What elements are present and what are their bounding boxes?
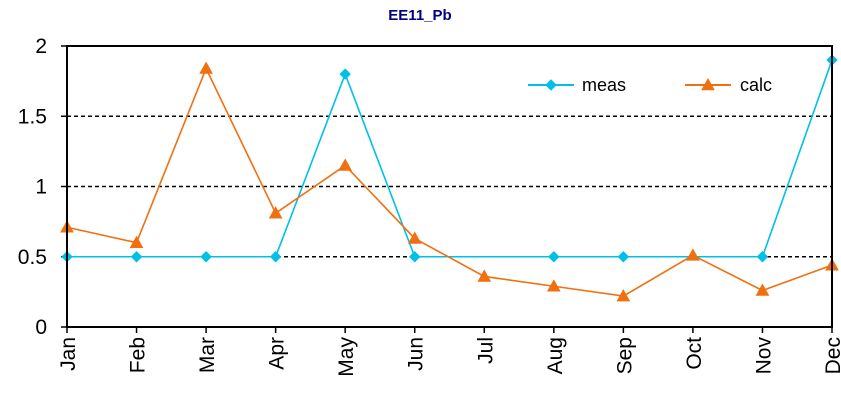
- legend-marker-calc: [701, 77, 715, 91]
- legend-marker-shape: [545, 79, 557, 91]
- data-point-calc: [338, 158, 353, 171]
- x-tick-label: Nov: [752, 337, 775, 375]
- data-point-meas: [548, 251, 560, 263]
- x-tick-label: Sep: [613, 337, 636, 374]
- series-meas: [61, 54, 838, 263]
- x-tick-label: Jun: [405, 337, 428, 371]
- y-tick-label: 1: [35, 176, 47, 199]
- legend-marker-meas: [545, 79, 557, 91]
- x-axis-ticks: Jan Feb Mar Apr May Jun Jul Aug Sep Oct Nov Dec: [57, 327, 841, 377]
- x-tick-label: Jul: [474, 337, 497, 364]
- y-tick-label: 0.5: [18, 246, 47, 269]
- data-point-meas: [130, 251, 143, 263]
- grid-lines: [67, 115, 832, 258]
- series-calc: [60, 61, 839, 302]
- y-tick-label: 0: [35, 316, 47, 339]
- data-point-meas: [269, 251, 282, 263]
- x-tick-label: Dec: [822, 337, 841, 374]
- plot-area-frame: [66, 45, 833, 328]
- data-point-calc: [477, 269, 492, 282]
- y-tick-label: 2: [35, 35, 47, 58]
- legend-label-meas: meas: [582, 75, 626, 95]
- data-point-calc: [129, 235, 144, 248]
- x-tick-label: Feb: [127, 337, 150, 373]
- data-point-meas: [200, 251, 212, 263]
- data-point-meas: [617, 251, 630, 263]
- x-tick-label: Mar: [196, 337, 219, 373]
- data-point-calc: [407, 231, 422, 244]
- legend: meas calc: [528, 75, 772, 95]
- data-point-meas: [339, 68, 351, 80]
- x-tick-label: Jan: [57, 337, 80, 371]
- x-tick-label: Apr: [266, 337, 289, 370]
- chart-title: EE11_Pb: [388, 7, 451, 24]
- data-point-calc: [686, 248, 700, 261]
- data-point-calc: [616, 289, 631, 302]
- legend-marker-shape: [701, 77, 715, 91]
- x-tick-label: Oct: [683, 337, 706, 370]
- data-point-calc: [268, 206, 283, 219]
- data-point-calc: [755, 283, 770, 296]
- y-tick-label: 1.5: [18, 105, 47, 128]
- data-point-calc: [199, 61, 213, 74]
- series-line-calc: [66, 66, 833, 297]
- data-point-calc: [546, 279, 561, 292]
- series-layer: [60, 54, 839, 302]
- series-line-meas: [67, 59, 833, 258]
- data-point-meas: [409, 251, 421, 263]
- data-point-meas: [756, 251, 769, 263]
- x-tick-label: Aug: [544, 337, 567, 374]
- legend-label-calc: calc: [740, 75, 772, 95]
- x-tick-label: May: [335, 337, 358, 377]
- y-axis-ticks: 0 0.5 1 1.5 2: [18, 35, 67, 339]
